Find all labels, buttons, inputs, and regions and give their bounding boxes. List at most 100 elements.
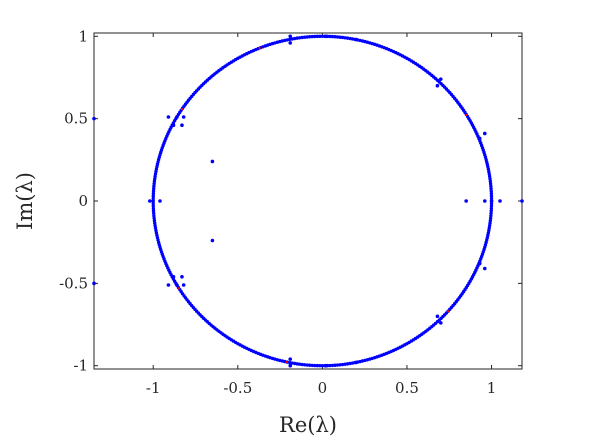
- eigenvalue-point: [151, 206, 156, 211]
- eigenvalue-point-accent: [285, 360, 288, 364]
- eigenvalue-point: [171, 274, 176, 279]
- eigenvalue-point: [435, 83, 440, 88]
- eigenvalue-point: [315, 363, 320, 368]
- eigenvalue-point: [305, 35, 309, 39]
- x-axis-label: Re(λ): [279, 413, 337, 437]
- eigenvalue-point: [151, 189, 156, 193]
- eigenvalue-point-accent: [180, 108, 184, 111]
- eigenvalue-point: [482, 266, 487, 271]
- eigenvalue-point: [292, 361, 297, 366]
- eigenvalue-point: [489, 199, 494, 203]
- eigenvalue-point-accent: [446, 310, 450, 313]
- eigenvalue-point: [181, 115, 186, 119]
- eigenvalue-point: [335, 35, 340, 39]
- eigenvalue-point: [435, 314, 440, 319]
- eigenvalue-point: [166, 283, 171, 287]
- eigenvalue-point: [328, 34, 332, 39]
- eigenvalue-point: [92, 281, 96, 286]
- eigenvalue-point-accent: [465, 113, 468, 117]
- eigenvalue-point: [477, 136, 482, 141]
- eigenvalue-point: [318, 34, 322, 39]
- eigenvalue-point: [328, 363, 332, 368]
- eigenvalue-point: [180, 274, 184, 279]
- eigenvalue-point: [343, 36, 347, 40]
- eigenvalue-point: [343, 362, 347, 366]
- eigenvalue-point: [151, 204, 155, 208]
- eigenvalue-point: [320, 34, 325, 38]
- eigenvalue-point: [330, 34, 335, 39]
- eigenvalue-point: [151, 199, 155, 203]
- eigenvalue-point: [345, 36, 350, 40]
- eigenvalue-point: [288, 363, 293, 368]
- eigenvalue-point: [340, 362, 345, 367]
- eigenvalue-point: [295, 362, 299, 366]
- eigenvalue-point: [320, 364, 325, 368]
- y-tick-label: 1: [78, 27, 88, 45]
- x-tick-label: -1: [146, 379, 161, 397]
- eigenvalue-point: [180, 123, 184, 128]
- eigenvalue-point: [151, 196, 155, 201]
- y-tick-label: -1: [73, 357, 88, 375]
- eigenvalue-point: [464, 199, 468, 203]
- eigenvalue-point: [175, 115, 179, 119]
- eigenvalue-point: [489, 191, 494, 196]
- eigenvalue-point: [489, 189, 493, 193]
- eigenvalue-point: [489, 206, 494, 211]
- eigenvalue-point: [148, 199, 152, 203]
- eigenvalue-point: [354, 360, 359, 365]
- eigenvalue-point: [305, 363, 309, 367]
- eigenvalue-point: [438, 321, 443, 325]
- x-tick-label: -0.5: [223, 379, 252, 397]
- axis-ticks: [94, 33, 522, 369]
- eigenvalue-point: [210, 159, 215, 164]
- eigenvalue-point: [489, 194, 494, 198]
- eigenvalue-point: [489, 204, 494, 208]
- eigenvalue-point: [318, 363, 322, 368]
- eigenvalue-point: [489, 211, 493, 216]
- eigenvalue-point: [489, 186, 493, 191]
- eigenvalue-point: [151, 209, 156, 213]
- eigenvalue-point: [488, 216, 493, 220]
- eigenvalue-point: [151, 201, 155, 206]
- eigenvalue-point: [300, 35, 304, 40]
- eigenvalue-point: [333, 35, 337, 39]
- eigenvalue-point: [308, 363, 312, 367]
- eigenvalue-point: [92, 116, 96, 121]
- eigenvalue-point: [288, 357, 293, 361]
- eigenvalue-point: [152, 182, 156, 186]
- eigenvalue-point: [340, 35, 345, 40]
- eigenvalue-point: [520, 199, 524, 203]
- eigenvalue-point: [323, 34, 328, 39]
- eigenvalue-point: [158, 199, 162, 203]
- eigenvalue-point: [297, 362, 302, 366]
- eigenvalue-point: [151, 194, 155, 198]
- eigenvalue-point: [151, 211, 156, 216]
- x-tick-label: 1: [487, 379, 497, 397]
- eigenvalue-point: [489, 209, 493, 213]
- eigenvalue-point: [489, 214, 493, 218]
- eigenvalue-point: [152, 184, 156, 188]
- eigenvalue-point: [313, 363, 317, 368]
- eigenvalue-point: [333, 363, 337, 367]
- eigenvalue-point: [348, 36, 352, 41]
- eigenvalue-point: [354, 37, 359, 42]
- eigenvalue-point: [151, 191, 156, 196]
- eigenvalue-point: [338, 363, 342, 367]
- eigenvalue-point: [498, 199, 502, 203]
- eigenvalue-point: [335, 363, 340, 367]
- eigenvalue-point-accent: [177, 287, 181, 290]
- eigenvalue-point: [315, 34, 320, 39]
- y-tick-label: 0: [78, 192, 88, 210]
- plot-area: [93, 32, 523, 370]
- eigenvalue-point: [313, 34, 317, 39]
- eigenvalue-point: [151, 186, 156, 191]
- y-tick-label: 0.5: [64, 110, 88, 128]
- eigenvalue-point: [297, 36, 302, 40]
- y-tick-label: -0.5: [59, 274, 88, 292]
- eigenvalue-point: [295, 36, 299, 40]
- y-axis-label: Im(λ): [13, 172, 37, 230]
- eigenvalue-point: [288, 41, 293, 45]
- x-tick-label: 0: [318, 379, 328, 397]
- eigenvalue-point: [310, 34, 314, 39]
